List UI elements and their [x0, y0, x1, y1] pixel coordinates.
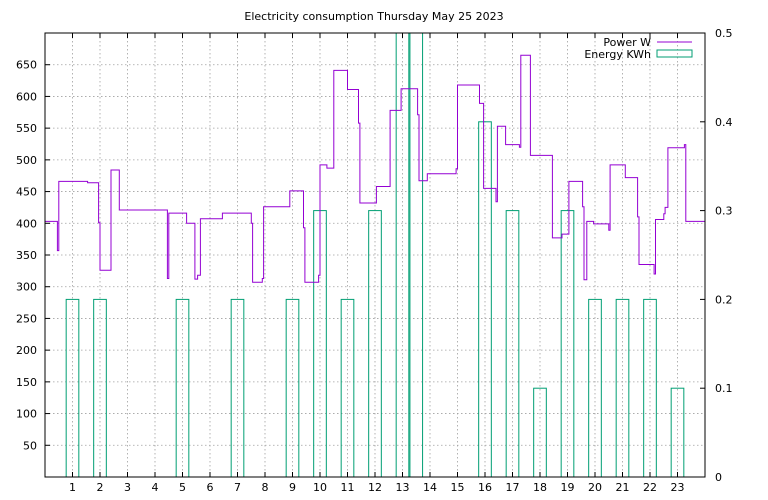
y-tick-label: 400: [16, 217, 37, 230]
y-tick-label: 250: [16, 312, 37, 325]
y-tick-label: 650: [16, 59, 37, 72]
y2-tick-label: 0.2: [715, 293, 733, 306]
y2-tick-label: 0.3: [715, 205, 733, 218]
x-tick-label: 8: [262, 481, 269, 494]
x-tick-label: 3: [124, 481, 131, 494]
y-tick-label: 100: [16, 408, 37, 421]
x-tick-label: 6: [207, 481, 214, 494]
x-tick-label: 23: [671, 481, 685, 494]
legend-swatch-energy: [656, 49, 693, 58]
y-tick-label: 150: [16, 376, 37, 389]
y2-tick-label: 0.1: [715, 382, 733, 395]
x-tick-label: 20: [588, 481, 602, 494]
chart-title: Electricity consumption Thursday May 25 …: [244, 10, 503, 23]
x-tick-label: 13: [396, 481, 410, 494]
y-tick-label: 500: [16, 154, 37, 167]
energy-bar: [478, 121, 492, 478]
y-tick-label: 50: [23, 439, 37, 452]
x-tick-label: 4: [152, 481, 159, 494]
power-line: [45, 54, 705, 283]
x-tick-label: 5: [179, 481, 186, 494]
x-tick-label: 14: [423, 481, 437, 494]
legend-label-energy: Energy KWh: [584, 48, 651, 61]
x-tick-label: 10: [313, 481, 327, 494]
grid: [45, 33, 705, 477]
x-tick-label: 2: [97, 481, 104, 494]
x-tick-label: 1: [69, 481, 76, 494]
x-tick-label: 9: [289, 481, 296, 494]
x-tick-label: 21: [616, 481, 630, 494]
energy-bar: [409, 32, 424, 478]
y-tick-label: 550: [16, 122, 37, 135]
y-tick-label: 450: [16, 186, 37, 199]
y2-tick-label: 0.5: [715, 27, 733, 40]
y-tick-label: 600: [16, 90, 37, 103]
x-tick-label: 17: [506, 481, 520, 494]
tick-marks: 1 2 3 4 5 6 7 8 9 10 11 12 13 14 15 16 17 18 19 20 21 22 23501…: [16, 27, 733, 494]
legend-label-power: Power W: [603, 36, 651, 49]
y-tick-label: 200: [16, 344, 37, 357]
y2-tick-label: 0: [715, 471, 722, 484]
power-series-line: [45, 54, 705, 283]
x-tick-label: 11: [341, 481, 355, 494]
y-tick-label: 300: [16, 281, 37, 294]
x-tick-label: 18: [533, 481, 547, 494]
y2-tick-label: 0.4: [715, 116, 733, 129]
x-tick-label: 15: [451, 481, 465, 494]
x-tick-label: 16: [478, 481, 492, 494]
y-tick-label: 350: [16, 249, 37, 262]
x-tick-label: 22: [643, 481, 657, 494]
x-tick-label: 19: [561, 481, 575, 494]
x-tick-label: 7: [234, 481, 241, 494]
legend: Power W Energy KWh: [584, 36, 693, 61]
x-tick-label: 12: [368, 481, 382, 494]
